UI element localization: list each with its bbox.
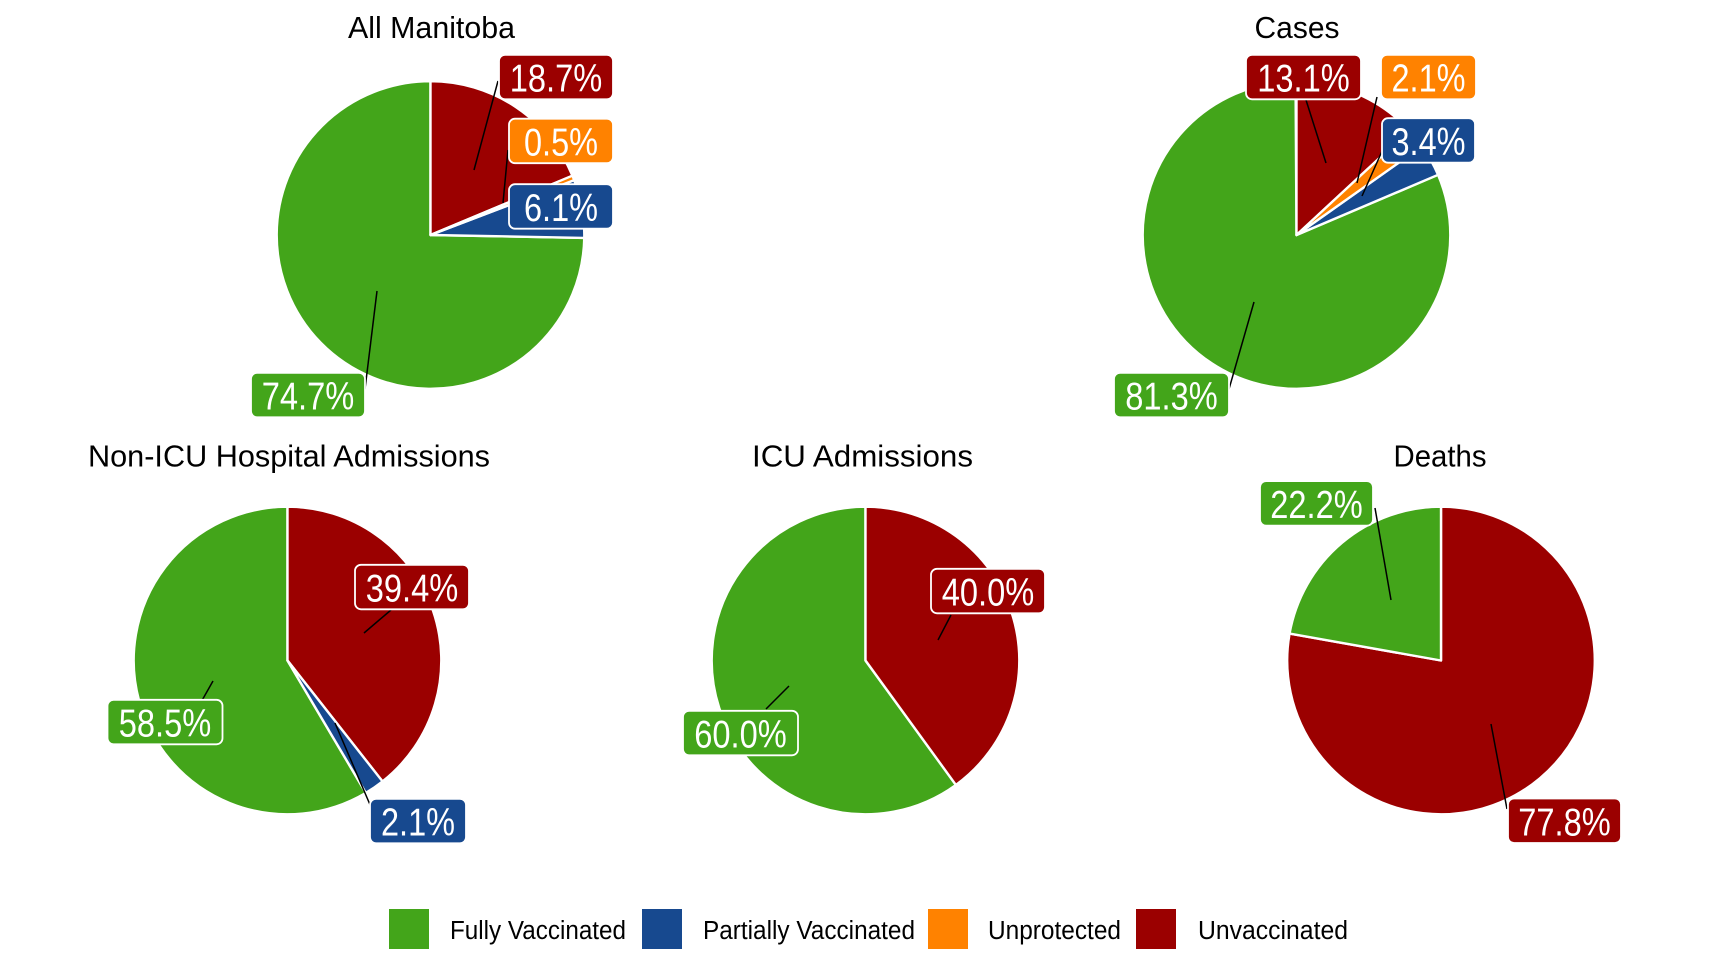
svg-text:58.5%: 58.5% (119, 703, 212, 746)
svg-text:3.4%: 3.4% (1392, 121, 1466, 164)
svg-text:18.7%: 18.7% (510, 58, 603, 101)
svg-text:2.1%: 2.1% (1392, 58, 1466, 101)
svg-text:81.3%: 81.3% (1125, 376, 1218, 419)
svg-text:74.7%: 74.7% (262, 376, 355, 419)
svg-text:All Manitoba: All Manitoba (348, 10, 516, 45)
svg-text:Partially Vaccinated: Partially Vaccinated (703, 917, 915, 945)
svg-text:Unprotected: Unprotected (988, 917, 1121, 945)
svg-text:2.1%: 2.1% (381, 802, 455, 845)
svg-text:60.0%: 60.0% (694, 714, 787, 757)
svg-text:Deaths: Deaths (1394, 439, 1487, 474)
svg-text:Cases: Cases (1255, 10, 1340, 45)
svg-text:Fully Vaccinated: Fully Vaccinated (450, 917, 626, 945)
svg-text:77.8%: 77.8% (1518, 801, 1611, 844)
svg-text:6.1%: 6.1% (524, 187, 598, 230)
svg-text:13.1%: 13.1% (1257, 58, 1350, 101)
svg-text:0.5%: 0.5% (524, 121, 598, 164)
svg-text:39.4%: 39.4% (366, 568, 459, 611)
svg-text:22.2%: 22.2% (1270, 484, 1363, 527)
svg-text:Unvaccinated: Unvaccinated (1198, 917, 1348, 945)
svg-text:ICU Admissions: ICU Admissions (752, 439, 973, 474)
svg-text:40.0%: 40.0% (942, 572, 1035, 615)
svg-text:Non-ICU Hospital Admissions: Non-ICU Hospital Admissions (88, 439, 490, 474)
